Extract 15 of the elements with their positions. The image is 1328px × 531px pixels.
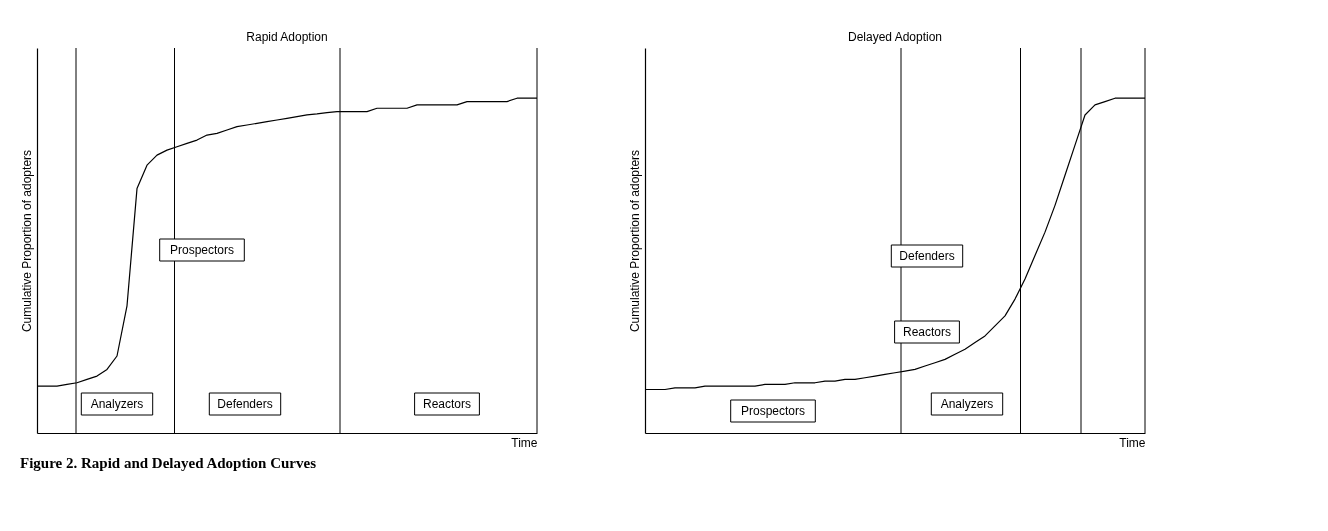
y-axis-title: Cumulative Proportion of adopters bbox=[627, 149, 642, 333]
annotation: Reactors bbox=[422, 397, 472, 411]
x-axis-title: Time bbox=[511, 435, 538, 450]
annotation: Prospectors bbox=[740, 404, 806, 418]
annotation: Prospectors bbox=[169, 243, 235, 257]
caption: Figure 2. Rapid and Delayed Adoption Curves bbox=[20, 455, 317, 471]
x-axis-title: Time bbox=[1119, 435, 1146, 450]
annotation: Defenders bbox=[899, 249, 955, 263]
annotation: Reactors bbox=[902, 325, 952, 339]
annotation: Analyzers bbox=[90, 397, 144, 411]
chart-title: Delayed Adoption bbox=[847, 29, 943, 44]
annotation: Analyzers bbox=[940, 397, 994, 411]
annotation: Defenders bbox=[217, 397, 273, 411]
chart-title: Rapid Adoption bbox=[246, 29, 328, 44]
y-axis-title: Cumulative Proportion of adopters bbox=[19, 149, 34, 333]
